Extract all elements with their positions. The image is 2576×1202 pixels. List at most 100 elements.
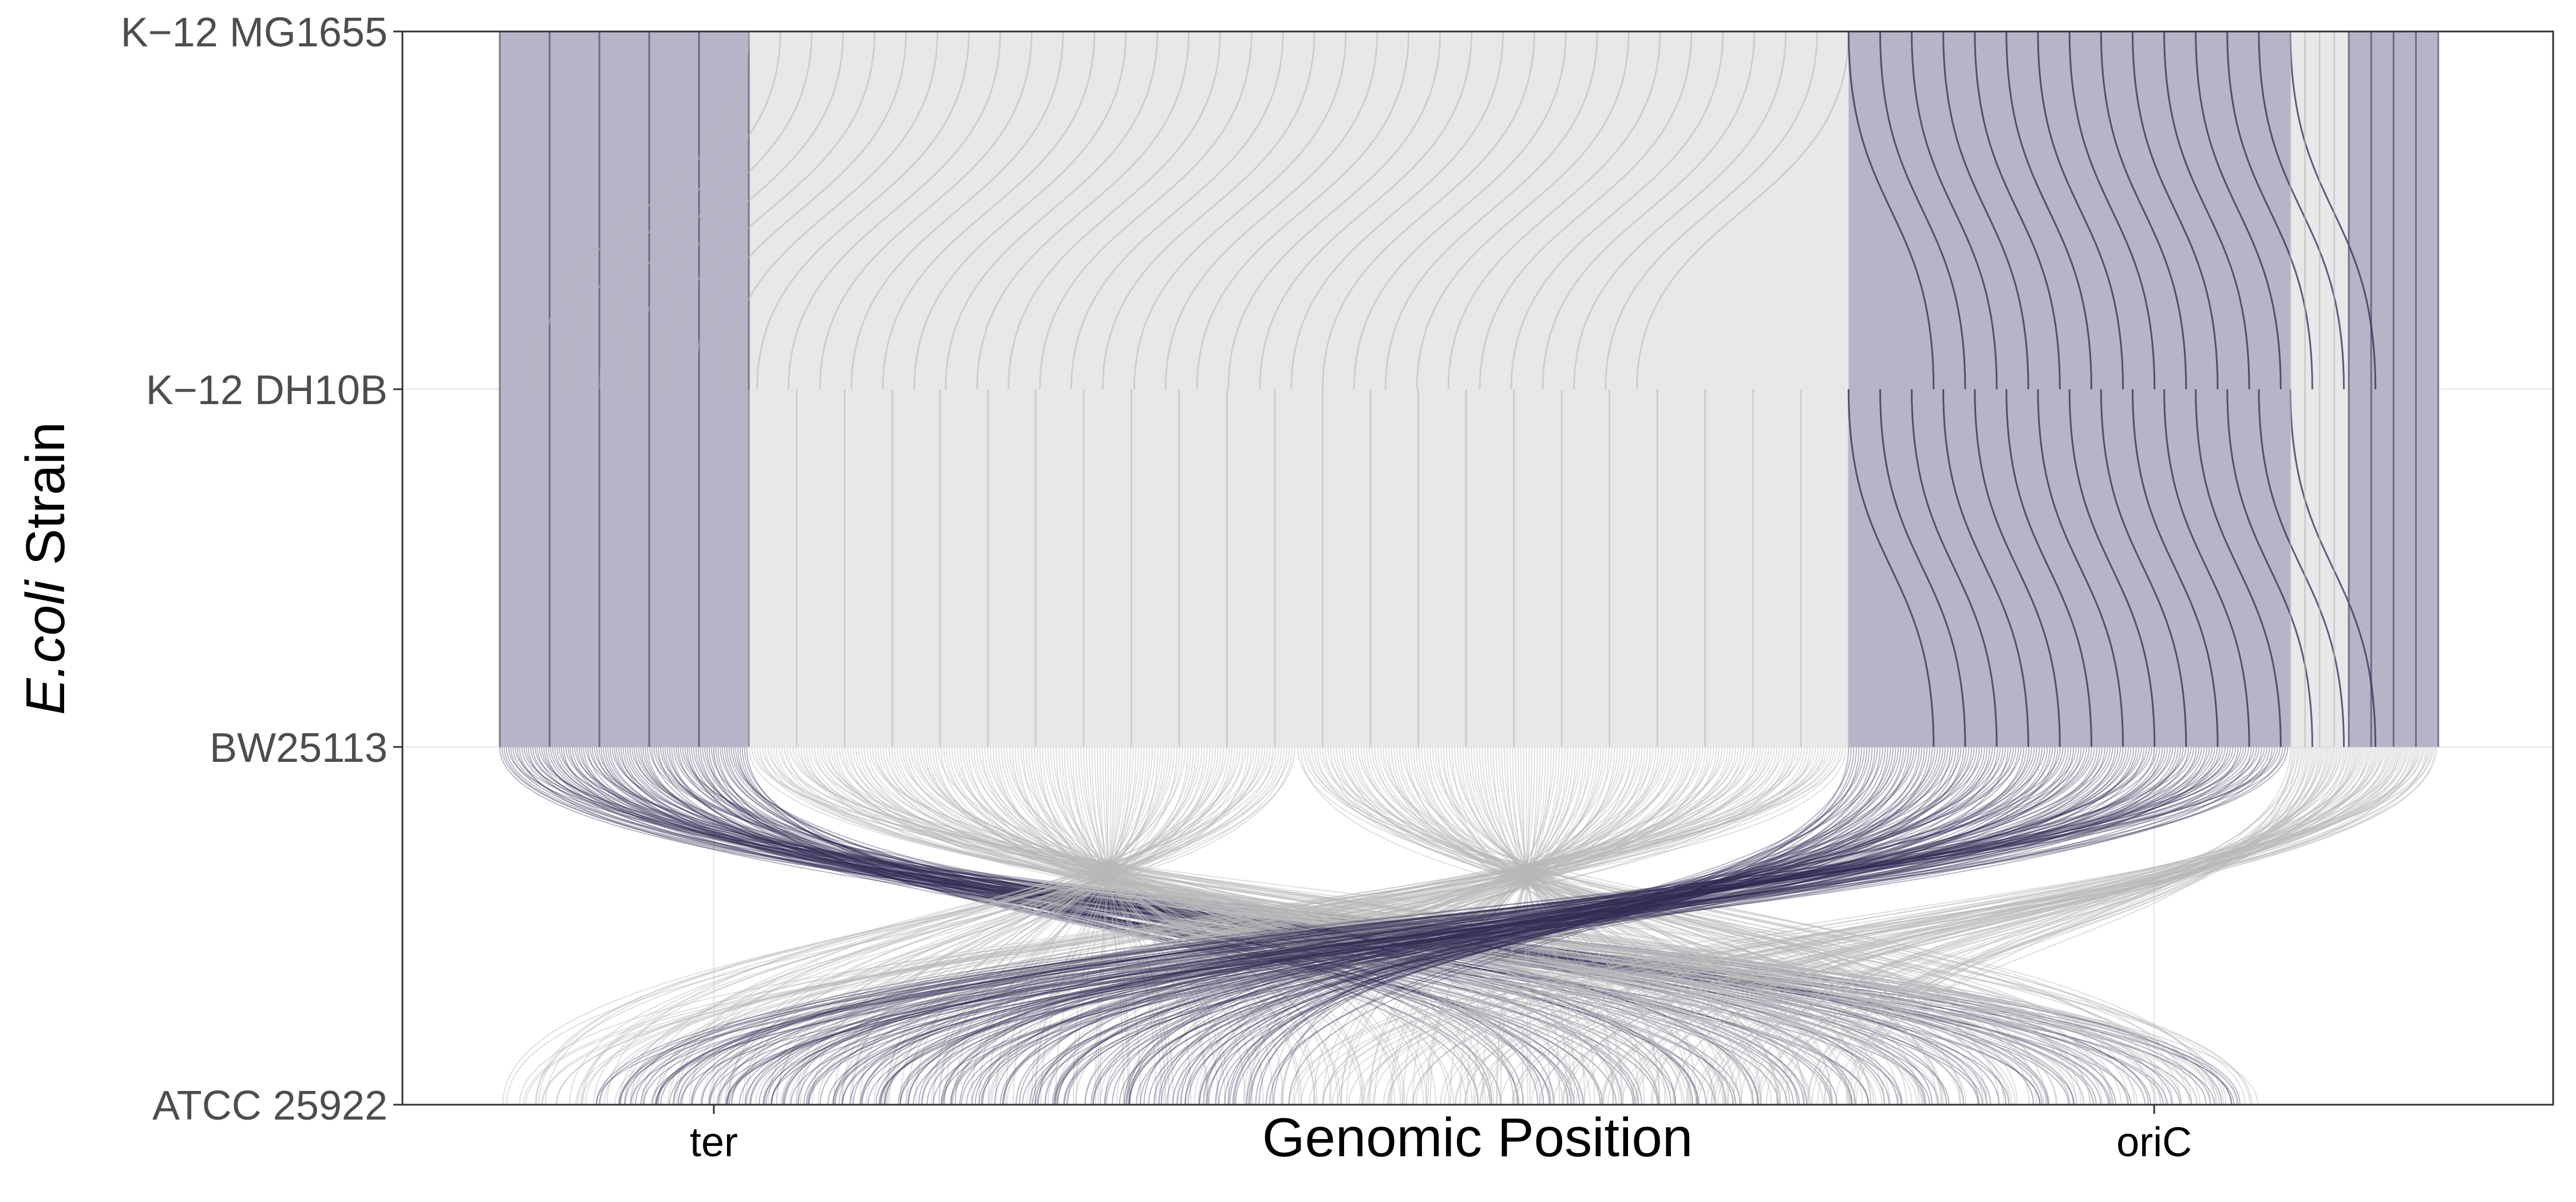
synteny-link [720,746,1572,1105]
synteny-link [624,746,2267,1105]
synteny-link [638,746,1807,1105]
synteny-link [1001,746,1450,1105]
synteny-link [1066,746,1980,1105]
synteny-link [982,746,2043,1105]
synteny-link [1415,746,2402,1105]
synteny-link [941,746,1712,1105]
synteny-link [512,746,2215,1105]
synteny-link [891,746,1791,1105]
synteny-link [1273,746,1857,1105]
synteny-link [1482,746,1541,1105]
synteny-link [2005,389,2092,748]
synteny-link [627,746,1852,1105]
synteny-link [556,746,1833,1105]
synteny-link [642,746,1799,1105]
synteny-link [532,746,2149,1105]
synteny-link [505,746,1293,1105]
synteny-link [768,746,1216,1105]
synteny-link [702,746,1617,1105]
synteny-link [971,746,2045,1105]
synteny-link [1282,746,1602,1105]
synteny-link [651,746,1779,1105]
synteny-link [1396,746,1942,1105]
synteny-link [1942,31,2029,390]
synteny-link [611,746,1899,1105]
synteny-link [693,746,1642,1105]
synteny-link [938,746,1161,1105]
synteny-link [1435,746,1805,1105]
synteny-link [1044,746,2006,1105]
synteny-link [618,746,1886,1105]
synteny-link [728,746,1544,1105]
synteny-link [1091,746,1163,1105]
synteny-link [981,746,1701,1105]
synteny-link [1248,746,1615,1105]
synteny-link [1035,746,1678,1105]
synteny-link [1853,746,2295,1105]
synteny-link [933,746,2075,1105]
synteny-link [981,746,1514,1105]
synteny-link [745,746,1772,1105]
synteny-link [1467,746,1547,1105]
synteny-link [1055,746,1673,1105]
synteny-link [1349,746,2091,1105]
synteny-link [1074,746,1219,1105]
synteny-link [874,746,1856,1105]
synteny-link [1416,31,1630,390]
synteny-link [1033,746,1332,1105]
synteny-link [1313,746,1596,1105]
synteny-link [1208,746,1902,1105]
synteny-link [1526,746,1531,1105]
synteny-link [797,746,1203,1105]
synteny-link [765,746,2176,1105]
synteny-link [1128,746,1951,1105]
synteny-link [1336,746,2135,1105]
block-band [500,31,749,389]
synteny-link [731,746,2210,1105]
synteny-link [708,746,1235,1105]
synteny-link [908,746,2087,1105]
synteny-link [1092,746,1972,1105]
synteny-link [1269,746,1852,1105]
synteny-link [1336,746,2425,1105]
synteny-link [1112,746,1962,1105]
synteny-link [1206,746,1891,1105]
synteny-link [741,746,1502,1105]
synteny-link [778,746,2161,1105]
synteny-link [622,746,1870,1105]
synteny-link [1215,746,1888,1105]
synteny-link [850,746,1923,1105]
synteny-link [1344,746,2113,1105]
synteny-link [2100,31,2187,390]
synteny-link [807,746,2158,1105]
synteny-link [795,746,1756,1105]
synteny-link [503,746,2235,1105]
synteny-link [776,746,1211,1105]
synteny-link [581,746,1822,1105]
synteny-link [673,746,1241,1105]
synteny-link [519,746,1847,1105]
synteny-link [1374,746,1574,1105]
synteny-link [1104,746,1662,1105]
synteny-link [558,746,2075,1105]
synteny-link [855,746,1918,1105]
synteny-link [666,746,1726,1105]
synteny-link [1148,746,1938,1105]
synteny-link [1607,746,2354,1105]
synteny-link [781,746,2171,1105]
synteny-link [708,746,2223,1105]
synteny-link [902,746,1753,1105]
synteny-link [2195,31,2282,390]
synteny-link [1055,746,1988,1105]
synteny-link [1154,746,1646,1105]
synteny-link [1119,746,1959,1105]
synteny-link [1583,746,2361,1105]
synteny-link [803,746,2077,1105]
synteny-link [1199,746,1897,1105]
synteny-link [1037,746,2004,1105]
synteny-link [789,746,2114,1105]
synteny-link [771,746,2182,1105]
synteny-link [645,746,1788,1105]
synteny-link [647,746,1800,1105]
